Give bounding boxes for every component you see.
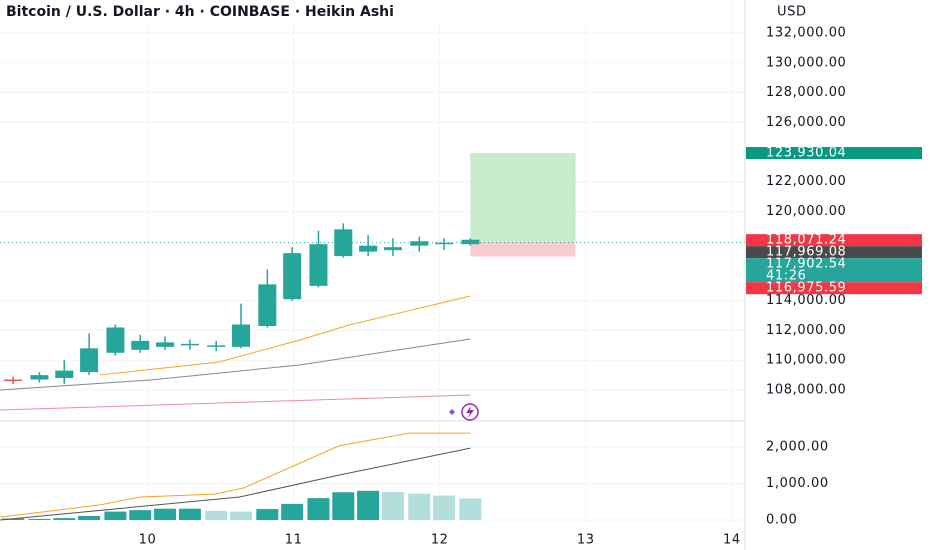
- volume-bar: [154, 508, 177, 520]
- volume-bar: [307, 498, 330, 520]
- volume-tick-label: 0.00: [766, 512, 797, 527]
- currency-label: USD: [777, 5, 807, 20]
- plot-area: 10 11 12 13 14: [0, 0, 745, 548]
- volume-bar: [408, 493, 431, 520]
- volume-average: [0, 447, 471, 521]
- countdown: 41:26: [766, 269, 806, 284]
- volume-bar: [357, 490, 380, 520]
- price-badge: [746, 258, 922, 283]
- volume-bar: [78, 515, 101, 520]
- candle-body: [359, 245, 378, 252]
- volume-bar: [104, 511, 127, 520]
- candle-body: [4, 379, 23, 382]
- volume-bar: [230, 511, 253, 520]
- candle-body: [410, 241, 429, 246]
- moving-average: [0, 394, 471, 411]
- price-badge-label: 118,071.24: [766, 233, 846, 248]
- y-tick-label: 114,000.00: [766, 293, 846, 308]
- volume-bar: [281, 503, 304, 520]
- volume-bar: [256, 509, 279, 520]
- price-badge: [746, 147, 922, 160]
- volume-bar: [459, 498, 482, 520]
- candle-body: [106, 327, 125, 353]
- y-tick-label: 130,000.00: [766, 55, 846, 70]
- candle-body: [232, 324, 251, 347]
- y-tick-label: 112,000.00: [766, 323, 846, 338]
- event-icon: [449, 403, 479, 421]
- volume-tick-label: 1,000.00: [766, 476, 829, 491]
- volume-bar: [205, 510, 228, 520]
- x-tick-label: 11: [285, 533, 303, 548]
- moving-average: [99, 295, 471, 376]
- volume-bar: [381, 491, 404, 520]
- candle-body: [180, 343, 199, 346]
- price-badge-label: 117,969.08: [766, 245, 846, 260]
- candle-body: [435, 242, 454, 245]
- chart-title: Bitcoin / U.S. Dollar · 4h · COINBASE · …: [6, 4, 394, 20]
- y-tick-label: 126,000.00: [766, 115, 846, 130]
- candle-body: [156, 342, 175, 347]
- price-axis: 132,000.00 130,000.00 128,000.00 126,000.00…: [746, 26, 922, 527]
- candle-body: [309, 244, 328, 286]
- candle-body: [207, 345, 226, 347]
- price-badge-label: 117,902.54: [766, 257, 846, 272]
- candle-body: [283, 253, 302, 300]
- price-badge-label: 123,930.04: [766, 146, 846, 161]
- candle-body: [383, 247, 402, 251]
- volume-bar: [129, 510, 152, 520]
- volume-average: [0, 432, 471, 518]
- x-tick-label: 12: [431, 533, 449, 548]
- y-tick-label: 108,000.00: [766, 382, 846, 397]
- moving-average: [0, 338, 471, 391]
- candle-body: [80, 348, 99, 373]
- volume-bar: [28, 518, 51, 520]
- x-tick-label: 10: [139, 533, 157, 548]
- price-badge-label: 116,975.59: [766, 281, 846, 296]
- loss-zone: [470, 241, 576, 257]
- price-badge: [746, 246, 922, 259]
- title-backdrop: [0, 0, 650, 24]
- x-tick-label: 13: [577, 533, 595, 548]
- y-tick-label: 128,000.00: [766, 85, 846, 100]
- candle-body: [55, 370, 74, 379]
- price-badge: [746, 234, 922, 247]
- candle-body: [30, 375, 49, 380]
- y-tick-label: 120,000.00: [766, 204, 846, 219]
- y-tick-label: 110,000.00: [766, 353, 846, 368]
- candle-body: [131, 340, 150, 350]
- profit-zone: [470, 153, 576, 242]
- volume-tick-label: 2,000.00: [766, 440, 829, 455]
- price-badge: [746, 282, 922, 295]
- y-tick-label: 132,000.00: [766, 26, 846, 41]
- y-tick-label: 122,000.00: [766, 174, 846, 189]
- volume-bar: [2, 518, 25, 520]
- x-tick-label: 14: [723, 533, 741, 548]
- volume-bar: [53, 518, 76, 520]
- candle-body: [334, 229, 353, 257]
- volume-bar: [178, 508, 201, 520]
- candle-body: [461, 239, 480, 245]
- candle-body: [258, 284, 277, 327]
- volume-bar: [433, 495, 456, 520]
- volume-bar: [332, 492, 355, 520]
